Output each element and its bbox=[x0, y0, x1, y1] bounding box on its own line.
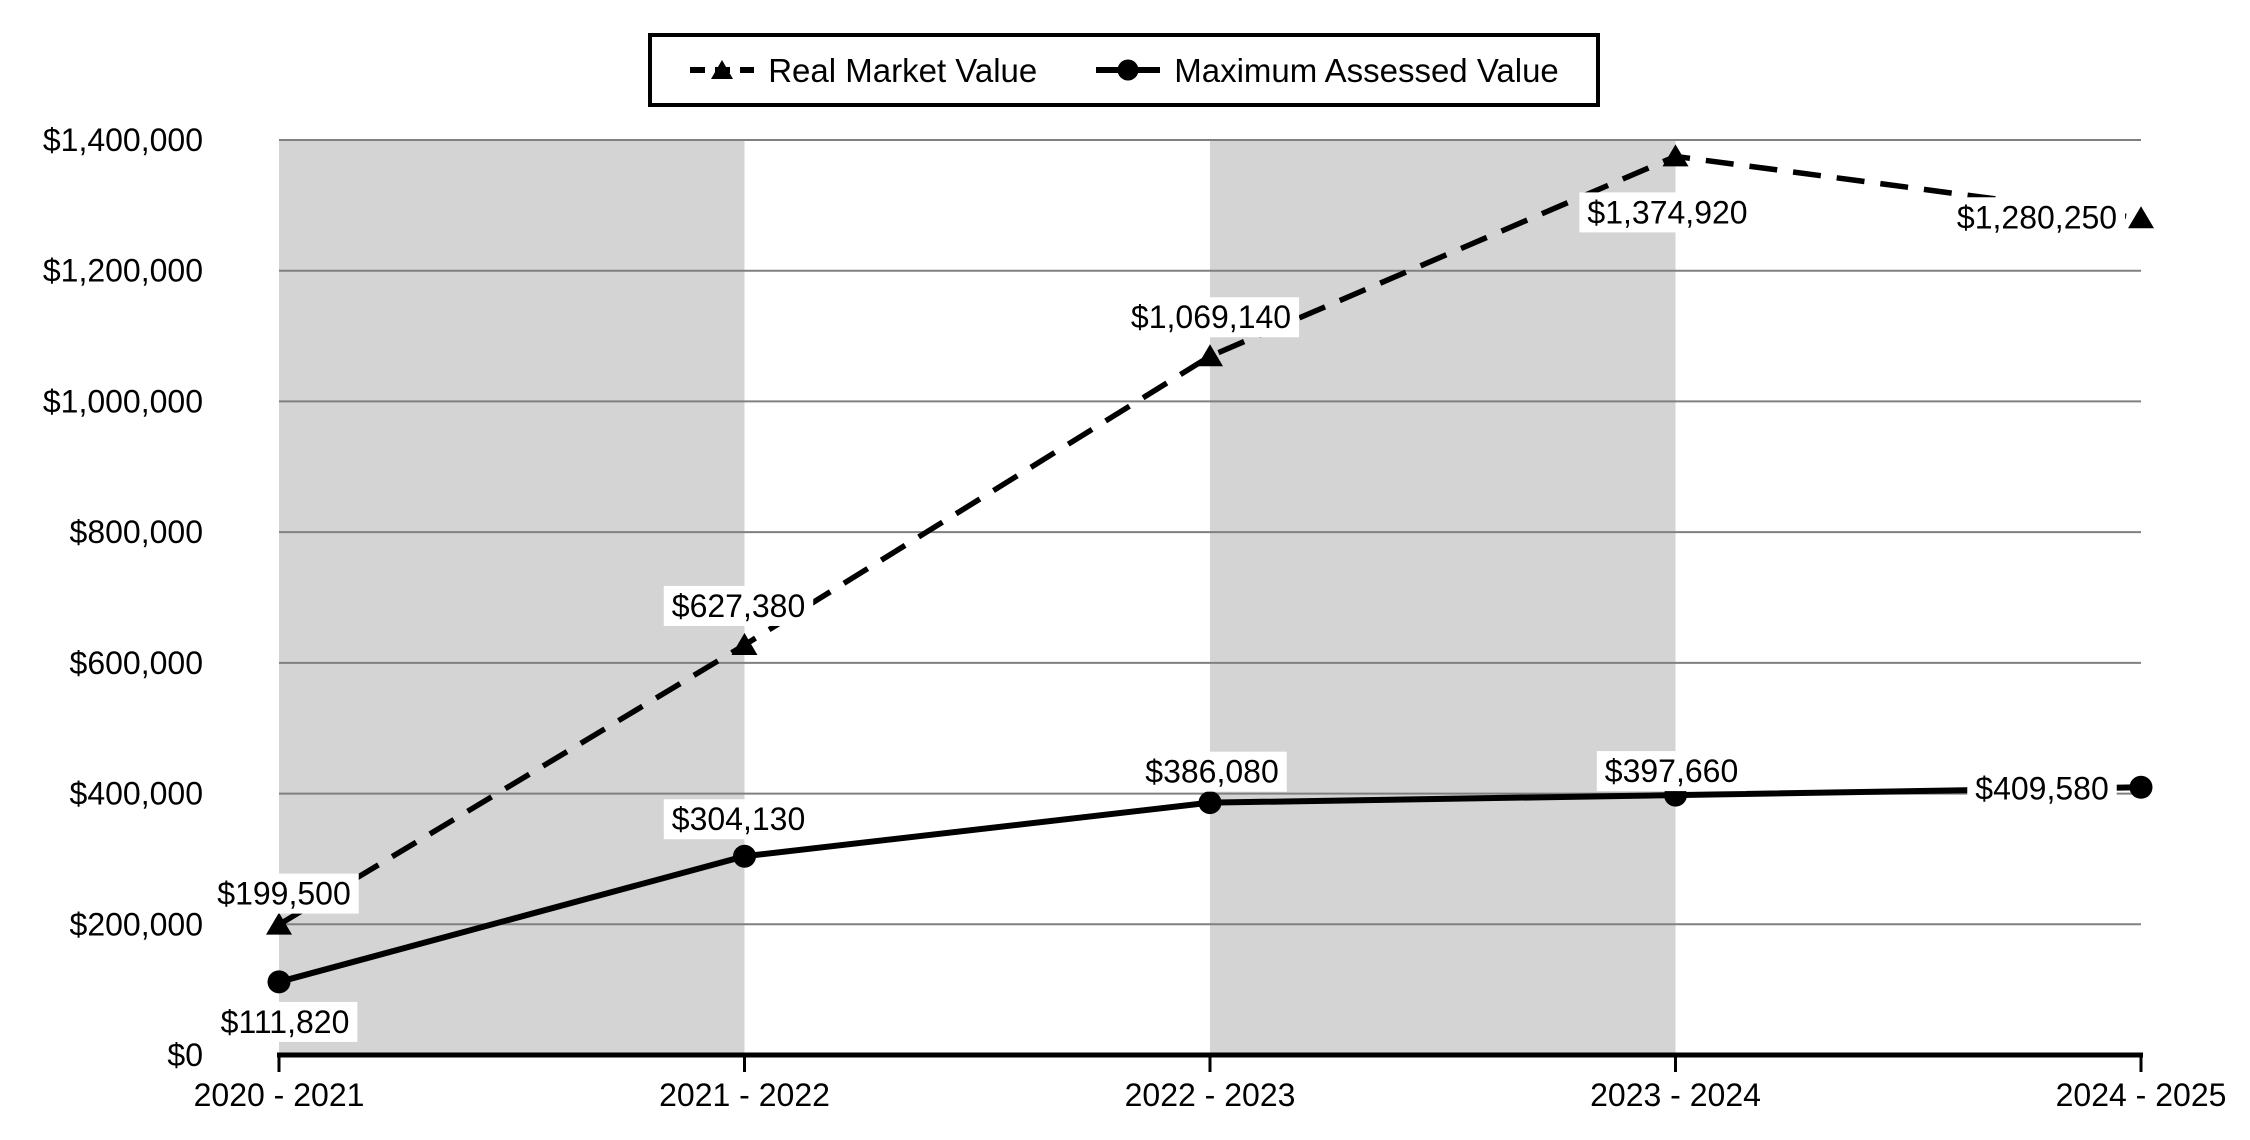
data-point-marker-circle bbox=[2129, 775, 2153, 799]
y-axis-tick-label: $600,000 bbox=[70, 645, 203, 681]
data-label-background bbox=[209, 873, 359, 914]
y-axis-tick-label: $0 bbox=[167, 1037, 203, 1073]
y-axis-tick-label: $1,200,000 bbox=[43, 253, 203, 289]
legend-item-real-market-value: Real Market Value bbox=[689, 54, 1037, 87]
legend-circle-marker bbox=[1117, 59, 1139, 81]
data-label: $397,660 bbox=[1605, 753, 1738, 789]
data-point-marker-circle bbox=[267, 970, 291, 994]
data-label-background bbox=[1579, 192, 1756, 233]
data-label-background bbox=[663, 799, 814, 840]
data-point-marker-circle bbox=[1198, 791, 1222, 815]
data-point-marker-triangle bbox=[1197, 344, 1223, 367]
legend-item-maximum-assessed-value: Maximum Assessed Value bbox=[1095, 54, 1559, 87]
data-label: $627,380 bbox=[672, 588, 805, 624]
y-axis-tick-label: $1,400,000 bbox=[43, 122, 203, 158]
data-label-group: $386,080 bbox=[1137, 751, 1287, 792]
y-axis-tick-label: $400,000 bbox=[70, 776, 203, 812]
data-point-marker-circle bbox=[733, 844, 756, 868]
x-axis-tick-label: 2022 - 2023 bbox=[1125, 1077, 1296, 1113]
y-axis-tick-label: $800,000 bbox=[70, 514, 203, 550]
data-label-group: $304,130 bbox=[663, 799, 814, 840]
data-label-background bbox=[1596, 751, 1747, 792]
data-label-background bbox=[212, 1001, 358, 1042]
legend-triangle-marker bbox=[711, 60, 734, 79]
data-label-background bbox=[1967, 768, 2117, 809]
solid-circle-series-icon bbox=[1096, 59, 1161, 81]
series-line-real-market-value bbox=[277, 153, 2142, 927]
data-label-group: $1,280,250 bbox=[1948, 197, 2126, 238]
data-label: $304,130 bbox=[672, 801, 805, 837]
legend-label-real-market-value: Real Market Value bbox=[768, 51, 1038, 89]
data-label: $1,069,140 bbox=[1131, 299, 1291, 335]
data-point-marker-triangle bbox=[1662, 144, 1689, 167]
data-point-marker-triangle bbox=[731, 632, 758, 655]
data-label: $409,580 bbox=[1975, 770, 2108, 806]
data-label-group: $1,069,140 bbox=[1122, 297, 1300, 338]
data-label: $386,080 bbox=[1145, 754, 1278, 790]
y-axis-tick-label: $200,000 bbox=[70, 906, 203, 942]
data-label-group: $111,820 bbox=[212, 1001, 358, 1042]
data-label-group: $1,374,920 bbox=[1579, 192, 1756, 233]
data-point-marker-triangle bbox=[266, 912, 292, 935]
data-label-background bbox=[663, 585, 814, 626]
x-axis-tick-label: 2024 - 2025 bbox=[2056, 1077, 2227, 1113]
x-axis-tick-label: 2020 - 2021 bbox=[194, 1077, 365, 1113]
legend-label-maximum-assessed-value: Maximum Assessed Value bbox=[1174, 51, 1559, 89]
plot-band bbox=[1210, 140, 1676, 1055]
data-label-group: $397,660 bbox=[1596, 751, 1747, 792]
data-label: $111,820 bbox=[221, 1004, 350, 1040]
dashed-triangle-series-icon bbox=[690, 60, 755, 79]
y-axis-tick-label: $1,000,000 bbox=[43, 383, 203, 419]
data-label: $199,500 bbox=[217, 876, 350, 912]
data-label-background bbox=[1122, 297, 1300, 338]
data-label-background bbox=[1948, 197, 2126, 238]
data-label-group: $409,580 bbox=[1967, 768, 2117, 809]
data-label-group: $627,380 bbox=[663, 585, 814, 626]
data-label: $1,280,250 bbox=[1957, 199, 2117, 235]
data-label: $1,374,920 bbox=[1587, 194, 1747, 230]
legend: Real Market Value Maximum Assessed Value bbox=[648, 33, 1600, 107]
x-axis-tick-label: 2023 - 2024 bbox=[1590, 1077, 1761, 1113]
data-point-marker-triangle bbox=[2128, 206, 2154, 229]
x-axis-tick-label: 2021 - 2022 bbox=[659, 1077, 830, 1113]
data-label-group: $199,500 bbox=[209, 873, 359, 914]
data-label-background bbox=[1137, 751, 1287, 792]
